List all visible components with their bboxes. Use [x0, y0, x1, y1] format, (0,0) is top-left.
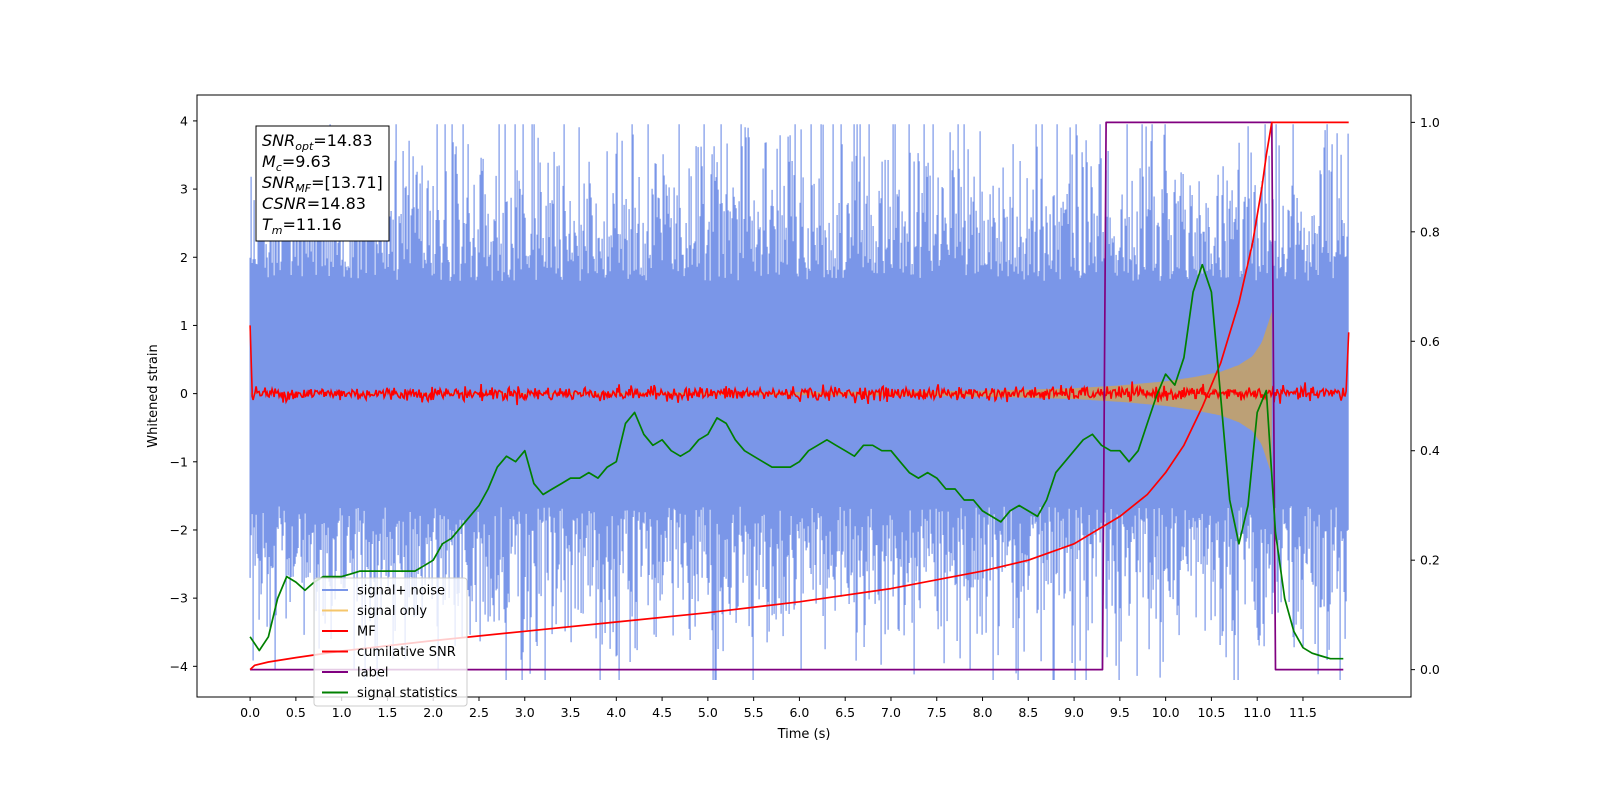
y2-tick-label: 0.8 [1420, 224, 1440, 239]
x-tick-label: 5.5 [744, 705, 764, 720]
x-tick-label: 8.0 [973, 705, 993, 720]
x-tick-label: 1.5 [377, 705, 397, 720]
x-tick-label: 9.5 [1110, 705, 1130, 720]
legend-label: signal+ noise [357, 584, 445, 599]
series-mf [249, 325, 1350, 406]
y2-tick-label: 0.0 [1420, 662, 1440, 677]
x-tick-label: 2.0 [423, 705, 443, 720]
y-tick-label: 4 [180, 113, 188, 128]
x-tick-label: 8.5 [1018, 705, 1038, 720]
x-tick-label: 0.5 [286, 705, 306, 720]
legend-label: label [357, 666, 388, 681]
annotation-line: CSNR=14.83 [262, 194, 366, 213]
x-tick-label: 6.0 [789, 705, 809, 720]
x-tick-label: 4.5 [652, 705, 672, 720]
x-tick-label: 11.5 [1289, 705, 1317, 720]
series-signal-only [250, 311, 1272, 476]
x-axis-label: Time (s) [777, 727, 831, 742]
x-tick-label: 10.0 [1152, 705, 1180, 720]
x-tick-label: 9.0 [1064, 705, 1084, 720]
mf-trace [249, 325, 1350, 406]
x-tick-label: 6.5 [835, 705, 855, 720]
x-tick-label: 7.5 [927, 705, 947, 720]
y2-tick-label: 1.0 [1420, 115, 1440, 130]
x-tick-label: 4.0 [606, 705, 626, 720]
x-axis: 0.0 0.5 1.0 1.5 2.0 2.5 3.0 3.5 4.0 4.5 5.0 5.5 6.0 6… [240, 697, 1317, 720]
y2-tick-label: 0.4 [1420, 443, 1440, 458]
x-tick-label: 5.0 [698, 705, 718, 720]
legend-label: MF [357, 625, 376, 640]
y2-tick-label: 0.2 [1420, 553, 1440, 568]
y2-tick-label: 0.6 [1420, 334, 1440, 349]
series-signal-statistics [249, 263, 1344, 660]
y-tick-label: −4 [170, 659, 188, 674]
legend-label: signal only [357, 604, 427, 619]
plot-frame [196, 94, 1412, 698]
legend-label: signal statistics [357, 686, 458, 701]
x-tick-label: 3.5 [561, 705, 581, 720]
annotation-line: Tm=11.16 [262, 215, 342, 237]
y-tick-label: 0 [180, 386, 188, 401]
stats-annotation-box: SNRopt=14.83Mc=9.63SNRMF=[13.71]CSNR=14.… [255, 125, 390, 242]
y-tick-label: 2 [180, 250, 188, 265]
legend-frame [313, 577, 468, 707]
y-tick-label: −1 [170, 454, 188, 469]
annotation-line: SNRMF=[13.71] [262, 173, 383, 195]
annotation-line: Mc=9.63 [262, 152, 331, 174]
x-tick-label: 10.5 [1197, 705, 1225, 720]
y-tick-label: −2 [170, 522, 188, 537]
legend-label: cumilative SNR [357, 645, 456, 660]
y-axis-left: 4 3 2 1 0 −1 −2 −3 −4 [170, 113, 197, 674]
annotation-line: SNRopt=14.83 [262, 131, 373, 153]
series-label [250, 121, 1344, 671]
x-tick-label: 7.0 [881, 705, 901, 720]
x-tick-label: 2.5 [469, 705, 489, 720]
y-tick-label: 3 [180, 182, 188, 197]
signal-only-envelope [250, 311, 1272, 476]
legend: signal+ noise signal only MF cumilative SNR… [313, 577, 468, 707]
x-tick-label: 3.0 [515, 705, 535, 720]
x-tick-label: 1.0 [332, 705, 352, 720]
y-tick-label: 1 [180, 318, 188, 333]
x-tick-label: 11.0 [1243, 705, 1271, 720]
y-tick-label: −3 [170, 591, 188, 606]
y-axis-label: Whitened strain [146, 344, 161, 447]
annotation-frame [255, 125, 390, 242]
x-tick-label: 0.0 [240, 705, 260, 720]
y-axis-right: 1.0 0.8 0.6 0.4 0.2 0.0 [1411, 115, 1440, 677]
